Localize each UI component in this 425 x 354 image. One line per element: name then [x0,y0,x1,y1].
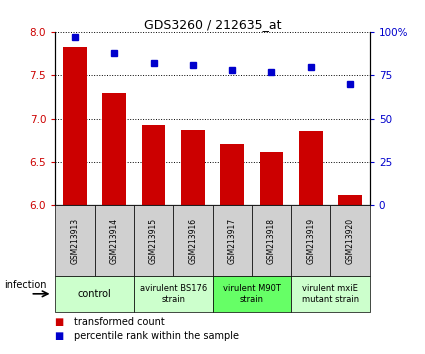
Bar [212,276,291,312]
Bar [181,130,204,205]
Text: percentile rank within the sample: percentile rank within the sample [74,331,239,341]
Bar [331,205,370,276]
Bar [299,131,323,205]
Text: transformed count: transformed count [74,317,165,327]
Bar [338,195,362,205]
Bar [220,144,244,205]
Bar [291,276,370,312]
Text: control: control [78,289,111,299]
Text: GSM213914: GSM213914 [110,218,119,264]
Text: virulent mxiE
mutant strain: virulent mxiE mutant strain [302,284,359,303]
Text: GSM213917: GSM213917 [228,218,237,264]
Text: virulent M90T
strain: virulent M90T strain [223,284,281,303]
Bar [55,205,94,276]
Text: ■: ■ [55,317,68,327]
Bar [252,205,291,276]
Text: GSM213920: GSM213920 [346,218,354,264]
Text: GSM213915: GSM213915 [149,218,158,264]
Bar [173,205,212,276]
Bar [94,205,134,276]
Bar [55,276,134,312]
Bar [212,205,252,276]
Text: GSM213913: GSM213913 [71,218,79,264]
Title: GDS3260 / 212635_at: GDS3260 / 212635_at [144,18,281,31]
Bar [102,93,126,205]
Text: GSM213919: GSM213919 [306,218,315,264]
Bar [63,47,87,205]
Bar [134,276,212,312]
Bar [134,205,173,276]
Text: avirulent BS176
strain: avirulent BS176 strain [139,284,207,303]
Bar [142,125,165,205]
Bar [260,152,283,205]
Text: infection: infection [4,280,47,290]
Text: GSM213916: GSM213916 [188,218,197,264]
Text: GSM213918: GSM213918 [267,218,276,264]
Bar [291,205,331,276]
Text: ■: ■ [55,331,68,341]
